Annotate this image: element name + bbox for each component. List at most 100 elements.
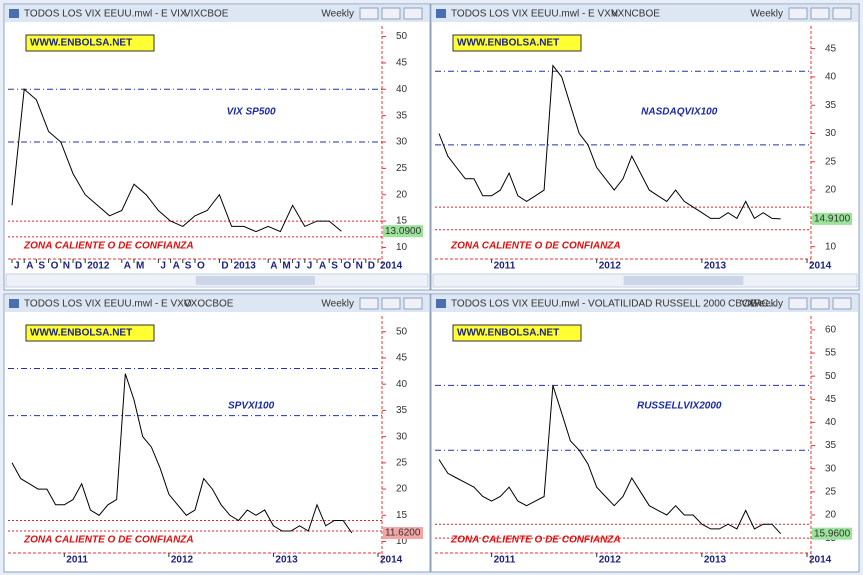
zone-annotation: ZONA CALIENTE O DE CONFIANZA bbox=[23, 241, 194, 252]
watermark: WWW.ENBOLSA.NET bbox=[457, 328, 559, 339]
chart-title: VIX SP500 bbox=[227, 107, 276, 118]
window-button[interactable] bbox=[832, 7, 852, 20]
window-button[interactable] bbox=[832, 297, 852, 310]
x-tick-label: J bbox=[295, 261, 301, 272]
x-tick-label: 2014 bbox=[380, 261, 403, 272]
y-tick-label: 30 bbox=[825, 128, 837, 139]
x-tick-label: D bbox=[368, 261, 375, 272]
y-tick-label: 35 bbox=[396, 405, 408, 416]
window-button[interactable] bbox=[381, 7, 401, 20]
x-tick-label: 2011 bbox=[494, 261, 516, 272]
last-value-box bbox=[812, 212, 852, 225]
x-tick-label: 2012 bbox=[87, 261, 110, 272]
y-tick-label: 20 bbox=[825, 510, 837, 521]
window-button[interactable] bbox=[403, 297, 423, 310]
y-tick-label: 35 bbox=[825, 440, 837, 451]
window-button[interactable] bbox=[359, 297, 379, 310]
price-line bbox=[438, 64, 781, 220]
x-tick-label: 2011 bbox=[494, 555, 516, 566]
x-tick-label: O bbox=[343, 261, 351, 272]
y-tick-label: 30 bbox=[396, 431, 408, 442]
x-tick-label: N bbox=[63, 261, 70, 272]
window-button[interactable] bbox=[810, 7, 830, 20]
chart-title: RUSSELLVIX2000 bbox=[637, 401, 722, 412]
y-tick-label: 35 bbox=[825, 100, 837, 111]
watermark-box bbox=[25, 324, 155, 342]
window-button[interactable] bbox=[788, 7, 808, 20]
y-tick-label: 50 bbox=[396, 326, 408, 337]
x-tick-label: O bbox=[197, 261, 205, 272]
x-tick-label: 2012 bbox=[599, 555, 622, 566]
chart-title: NASDAQVIX100 bbox=[641, 107, 718, 118]
x-tick-label: A bbox=[26, 261, 33, 272]
y-tick-label: 20 bbox=[396, 484, 408, 495]
y-tick-label: 45 bbox=[825, 394, 837, 405]
x-tick-label: M bbox=[136, 261, 144, 272]
symbol: VXRC... bbox=[741, 299, 777, 310]
x-tick-label: 2013 bbox=[234, 261, 257, 272]
watermark: WWW.ENBOLSA.NET bbox=[457, 38, 559, 49]
x-tick-label: 2012 bbox=[599, 261, 622, 272]
window-button[interactable] bbox=[381, 297, 401, 310]
zone-annotation: ZONA CALIENTE O DE CONFIANZA bbox=[450, 535, 621, 546]
price-line bbox=[438, 385, 782, 535]
x-tick-label: M bbox=[282, 261, 290, 272]
window-icon bbox=[436, 299, 446, 308]
y-tick-label: 25 bbox=[825, 156, 837, 167]
y-tick-label: 40 bbox=[396, 379, 408, 390]
window-button[interactable] bbox=[403, 7, 423, 20]
y-tick-label: 10 bbox=[825, 241, 837, 252]
zone-annotation: ZONA CALIENTE O DE CONFIANZA bbox=[450, 241, 621, 252]
x-tick-label: 2014 bbox=[809, 261, 832, 272]
y-tick-label: 35 bbox=[396, 110, 408, 121]
chart-window: TODOS LOS VIX EEUU.mwl - VOLATILIDAD RUS… bbox=[430, 293, 860, 573]
y-tick-label: 60 bbox=[825, 325, 837, 336]
title-bar bbox=[5, 5, 429, 22]
watermark-box bbox=[25, 34, 155, 52]
title-bar bbox=[5, 295, 429, 312]
x-tick-label: 2013 bbox=[275, 555, 298, 566]
scroll-thumb[interactable] bbox=[623, 276, 744, 285]
x-tick-label: 2012 bbox=[171, 555, 194, 566]
last-value-label: 15.9600 bbox=[814, 528, 851, 539]
y-tick-label: 50 bbox=[825, 371, 837, 382]
x-tick-label: A bbox=[173, 261, 180, 272]
scroll-thumb[interactable] bbox=[195, 276, 315, 285]
last-value-box bbox=[383, 527, 423, 540]
period: Weekly bbox=[321, 9, 354, 20]
y-tick-label: 45 bbox=[825, 43, 837, 54]
x-tick-label: A bbox=[270, 261, 277, 272]
x-tick-label: 2011 bbox=[66, 555, 88, 566]
y-tick-label: 50 bbox=[396, 31, 408, 42]
x-tick-label: 2014 bbox=[809, 555, 832, 566]
period: Weekly bbox=[750, 299, 783, 310]
title-bar bbox=[432, 5, 858, 22]
price-line bbox=[11, 373, 353, 534]
x-tick-label: J bbox=[307, 261, 313, 272]
x-tick-label: D bbox=[221, 261, 228, 272]
y-tick-label: 45 bbox=[396, 353, 408, 364]
watermark: WWW.ENBOLSA.NET bbox=[30, 38, 132, 49]
price-line bbox=[11, 88, 342, 233]
window-button[interactable] bbox=[359, 7, 379, 20]
y-tick-label: 25 bbox=[396, 163, 408, 174]
x-tick-label: J bbox=[14, 261, 20, 272]
watermark: WWW.ENBOLSA.NET bbox=[30, 328, 132, 339]
y-tick-label: 55 bbox=[825, 348, 837, 359]
zone-annotation: ZONA CALIENTE O DE CONFIANZA bbox=[23, 535, 194, 546]
x-tick-label: S bbox=[185, 261, 192, 272]
window-title: TODOS LOS VIX EEUU.mwl - E VXN bbox=[451, 9, 618, 20]
y-tick-label: 15 bbox=[396, 510, 408, 521]
window-frame bbox=[430, 3, 860, 291]
x-tick-label: 2013 bbox=[704, 261, 727, 272]
window-button[interactable] bbox=[810, 297, 830, 310]
window-icon bbox=[436, 9, 446, 18]
window-button[interactable] bbox=[788, 297, 808, 310]
y-tick-label: 40 bbox=[825, 72, 837, 83]
symbol: VXNCBOE bbox=[611, 9, 660, 20]
y-tick-label: 30 bbox=[825, 463, 837, 474]
y-tick-label: 10 bbox=[396, 242, 408, 253]
y-tick-label: 20 bbox=[825, 185, 837, 196]
